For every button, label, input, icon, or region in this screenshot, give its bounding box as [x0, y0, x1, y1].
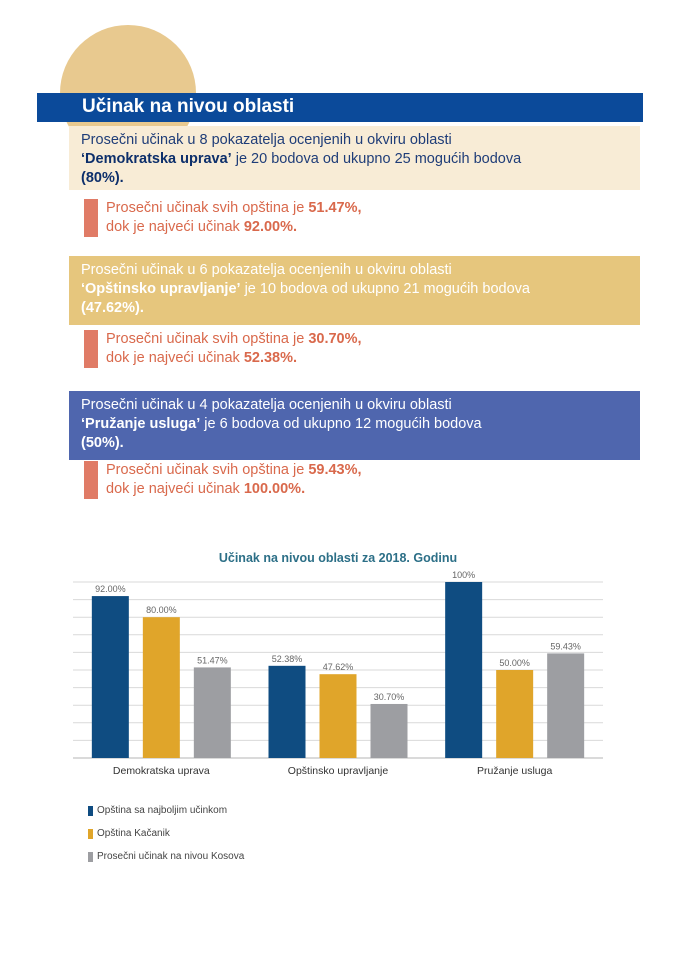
- stat-avg-label: Prosečni učinak svih opština je: [106, 200, 309, 216]
- stat-marker: [84, 461, 98, 499]
- stat-text: Prosečni učinak svih opština je 30.70%, …: [106, 330, 362, 368]
- summary-text: je 6 bodova od ukupno 12 mogućih bodova: [200, 416, 482, 432]
- stat-text: Prosečni učinak svih opština je 59.43%, …: [106, 461, 362, 499]
- section-header: Učinak na nivou oblasti: [37, 93, 643, 122]
- stat-max-label: dok je najveći učinak: [106, 481, 244, 497]
- stat-avg-value: 30.70%,: [308, 331, 362, 347]
- category-label: Demokratska uprava: [113, 765, 210, 777]
- category-label: Pružanje usluga: [477, 765, 552, 777]
- area-percent: (47.62%).: [81, 300, 144, 316]
- bar: [547, 653, 585, 758]
- data-label: 92.00%: [95, 584, 126, 594]
- stat-avg-label: Prosečni učinak svih opština je: [106, 331, 309, 347]
- data-label: 59.43%: [550, 641, 581, 651]
- summary-line: Prosečni učinak u 6 pokazatelja ocenjeni…: [81, 262, 452, 278]
- bar: [496, 670, 534, 758]
- stat-marker: [84, 330, 98, 368]
- bar: [193, 667, 231, 758]
- stat-max-label: dok je najveći učinak: [106, 350, 244, 366]
- stat-max-value: 92.00%.: [243, 219, 298, 235]
- category-label: Opštinsko upravljanje: [288, 765, 389, 777]
- data-label: 50.00%: [499, 658, 530, 668]
- data-label: 52.38%: [272, 654, 303, 664]
- summary-text: je 10 bodova od ukupno 21 mogućih bodova: [240, 281, 530, 297]
- stat-avg-label: Prosečni učinak svih opština je: [106, 462, 309, 478]
- area-summary-pruzanje-usluga: Prosečni učinak u 4 pokazatelja ocenjeni…: [69, 391, 640, 460]
- summary-line: ‘Opštinsko upravljanje’ je 10 bodova od …: [81, 280, 640, 299]
- stat-avg-value: 59.43%,: [308, 462, 362, 478]
- summary-text: je 20 bodova od ukupno 25 mogućih bodova: [231, 151, 522, 167]
- legend-label: Opština Kačanik: [97, 828, 170, 839]
- summary-line: Prosečni učinak u 8 pokazatelja ocenjeni…: [81, 132, 452, 148]
- area-percent: (50%).: [81, 435, 124, 451]
- summary-line: (50%).: [81, 434, 640, 453]
- bar: [319, 674, 357, 758]
- stat-max-label: dok je najveći učinak: [106, 219, 244, 235]
- area-name: ‘Demokratska uprava’: [81, 151, 232, 167]
- bar: [142, 617, 180, 758]
- stat-marker: [84, 199, 98, 237]
- data-label: 80.00%: [146, 605, 177, 615]
- data-label: 30.70%: [374, 692, 405, 702]
- stat-max-value: 100.00%.: [243, 481, 306, 497]
- legend-item: Prosečni učinak na nivou Kosova: [88, 852, 244, 875]
- stat-max-value: 52.38%.: [243, 350, 298, 366]
- bar: [445, 582, 483, 758]
- page-title: Učinak na nivou oblasti: [82, 96, 295, 117]
- summary-line: ‘Pružanje usluga’ je 6 bodova od ukupno …: [81, 415, 640, 434]
- area-summary-demokratska-uprava: Prosečni učinak u 8 pokazatelja ocenjeni…: [69, 126, 640, 190]
- legend-swatch: [88, 852, 93, 862]
- area-name: ‘Opštinsko upravljanje’: [81, 281, 241, 297]
- area-summary-opstinsko-upravljanje: Prosečni učinak u 6 pokazatelja ocenjeni…: [69, 256, 640, 325]
- stat-avg-value: 51.47%,: [308, 200, 362, 216]
- area-percent: (80%).: [81, 170, 124, 186]
- area-name: ‘Pružanje usluga’: [81, 416, 201, 432]
- data-label: 100%: [452, 570, 475, 580]
- bar: [268, 665, 306, 758]
- chart-legend: Opština sa najboljim učinkom Opština Kač…: [88, 806, 244, 875]
- summary-line: (80%).: [81, 169, 640, 188]
- data-label: 51.47%: [197, 655, 228, 665]
- legend-swatch: [88, 829, 93, 839]
- summary-line: (47.62%).: [81, 299, 640, 318]
- bar: [91, 596, 129, 758]
- legend-label: Prosečni učinak na nivou Kosova: [97, 851, 245, 862]
- legend-item: Opština sa najboljim učinkom: [88, 806, 244, 829]
- stat-text: Prosečni učinak svih opština je 51.47%, …: [106, 199, 362, 237]
- legend-label: Opština sa najboljim učinkom: [97, 805, 228, 816]
- summary-line: ‘Demokratska uprava’ je 20 bodova od uku…: [81, 150, 640, 169]
- legend-item: Opština Kačanik: [88, 829, 244, 852]
- data-label: 47.62%: [323, 662, 354, 672]
- summary-line: Prosečni učinak u 4 pokazatelja ocenjeni…: [81, 397, 452, 413]
- bar: [370, 703, 408, 758]
- legend-swatch: [88, 806, 93, 816]
- chart-title: Učinak na nivou oblasti za 2018. Godinu: [218, 551, 458, 565]
